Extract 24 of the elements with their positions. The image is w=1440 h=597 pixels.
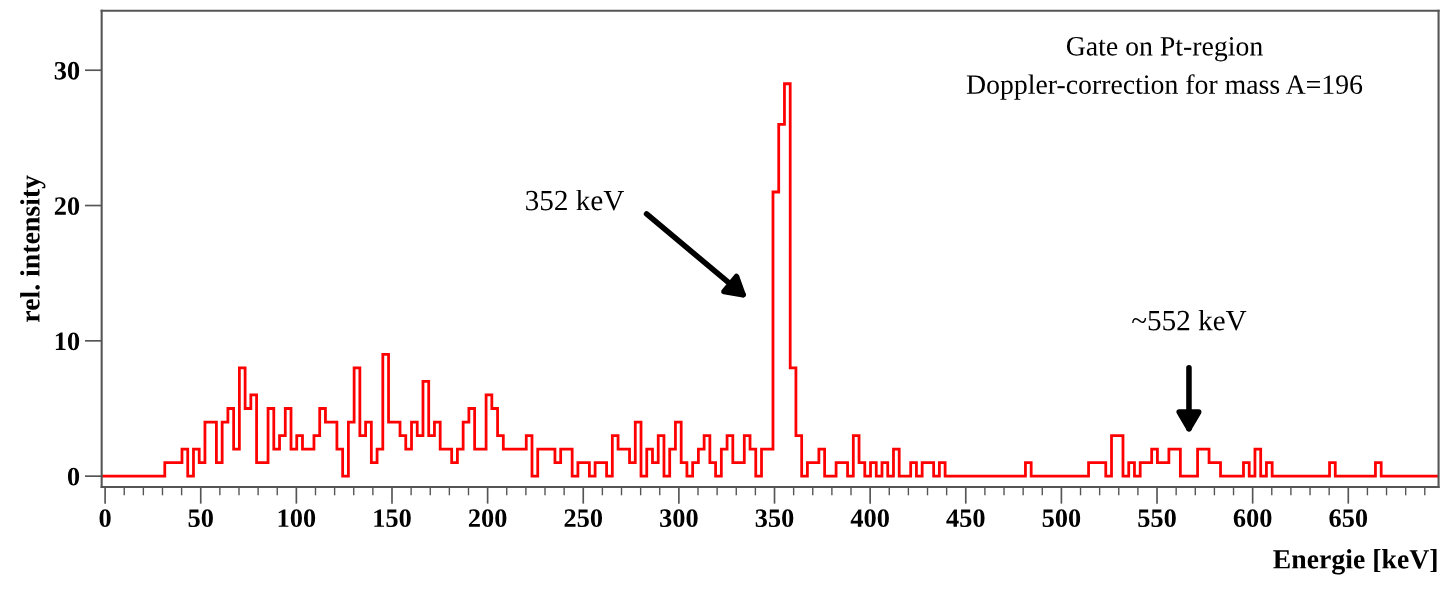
x-tick-label: 50	[188, 509, 213, 528]
y-axis-title: rel. intensity	[20, 175, 46, 322]
x-tick-label: 0	[99, 509, 111, 528]
x-tick-label: 650	[1329, 509, 1368, 528]
x-tick-label: 300	[660, 509, 698, 528]
x-tick-label: 150	[374, 509, 411, 528]
x-tick-label: 100	[278, 509, 316, 528]
x-tick-label: 500	[1042, 509, 1081, 528]
x-tick-label: 450	[946, 509, 985, 528]
x-tick-label: 200	[468, 509, 507, 528]
x-axis-title: Energie [keV]	[1273, 549, 1437, 575]
y-tick-label: 20	[54, 197, 80, 215]
y-tick-label: 10	[55, 332, 80, 351]
x-tick-label: 400	[850, 509, 889, 528]
x-tick-label: 250	[564, 509, 603, 528]
annotation: ~552 keV	[1132, 309, 1247, 331]
x-tick-label: 550	[1138, 509, 1176, 528]
x-tick-label: 600	[1233, 509, 1272, 528]
annotation: Doppler-correction for mass A=196	[966, 74, 1363, 100]
annotation: Gate on Pt-region	[1066, 37, 1263, 62]
y-tick-label: 30	[54, 61, 80, 80]
y-tick-label: 0	[67, 467, 80, 486]
x-tick-label: 350	[755, 509, 794, 528]
annotation: 352 keV	[526, 189, 625, 211]
